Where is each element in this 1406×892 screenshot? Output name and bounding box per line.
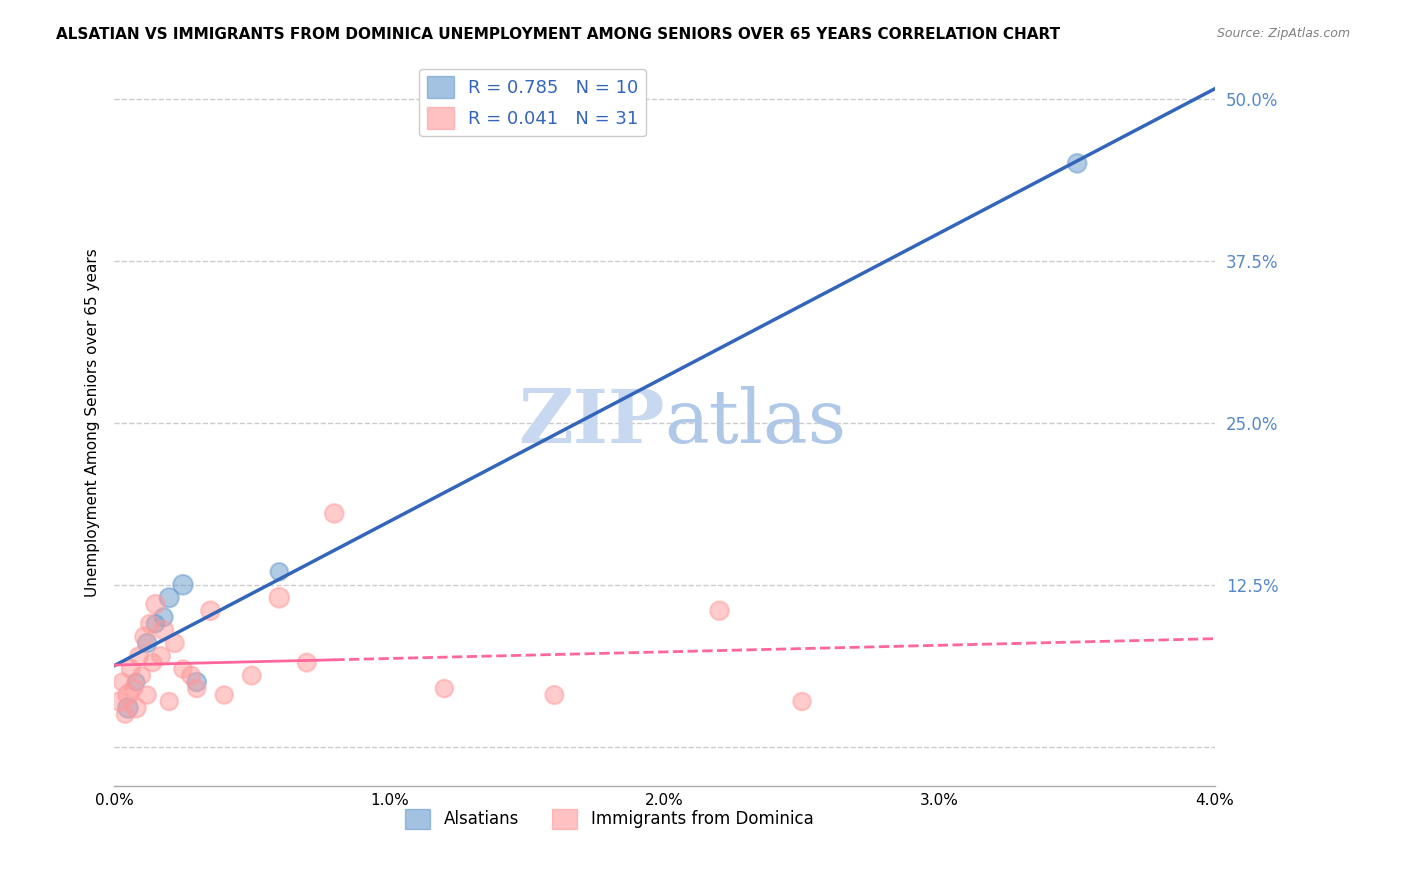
Point: [139, 616, 162, 631]
Point: [134, 630, 156, 644]
Point: [128, 649, 150, 664]
Point: [117, 688, 139, 702]
Point: [145, 597, 167, 611]
Point: [433, 681, 456, 696]
Point: [149, 649, 172, 664]
Point: [125, 675, 148, 690]
Legend: Alsatians, Immigrants from Dominica: Alsatians, Immigrants from Dominica: [399, 802, 820, 836]
Y-axis label: Unemployment Among Seniors over 65 years: Unemployment Among Seniors over 65 years: [86, 248, 100, 597]
Point: [152, 610, 174, 624]
Point: [163, 636, 186, 650]
Point: [131, 668, 153, 682]
Point: [1066, 156, 1088, 170]
Point: [709, 604, 731, 618]
Point: [157, 591, 180, 605]
Point: [120, 662, 142, 676]
Point: [108, 694, 131, 708]
Point: [295, 656, 318, 670]
Point: [543, 688, 565, 702]
Text: atlas: atlas: [665, 386, 846, 459]
Point: [790, 694, 813, 708]
Point: [152, 623, 174, 637]
Point: [114, 707, 136, 722]
Point: [111, 675, 134, 690]
Point: [186, 675, 208, 690]
Point: [122, 681, 145, 696]
Point: [117, 701, 139, 715]
Point: [212, 688, 235, 702]
Point: [269, 565, 291, 579]
Point: [240, 668, 263, 682]
Point: [136, 688, 159, 702]
Text: Source: ZipAtlas.com: Source: ZipAtlas.com: [1216, 27, 1350, 40]
Point: [125, 701, 148, 715]
Point: [323, 507, 346, 521]
Point: [145, 616, 167, 631]
Point: [172, 662, 194, 676]
Point: [200, 604, 222, 618]
Point: [157, 694, 180, 708]
Point: [186, 681, 208, 696]
Point: [142, 656, 165, 670]
Point: [172, 578, 194, 592]
Text: ZIP: ZIP: [519, 386, 665, 459]
Point: [180, 668, 202, 682]
Text: ALSATIAN VS IMMIGRANTS FROM DOMINICA UNEMPLOYMENT AMONG SENIORS OVER 65 YEARS CO: ALSATIAN VS IMMIGRANTS FROM DOMINICA UNE…: [56, 27, 1060, 42]
Point: [269, 591, 291, 605]
Point: [136, 636, 159, 650]
